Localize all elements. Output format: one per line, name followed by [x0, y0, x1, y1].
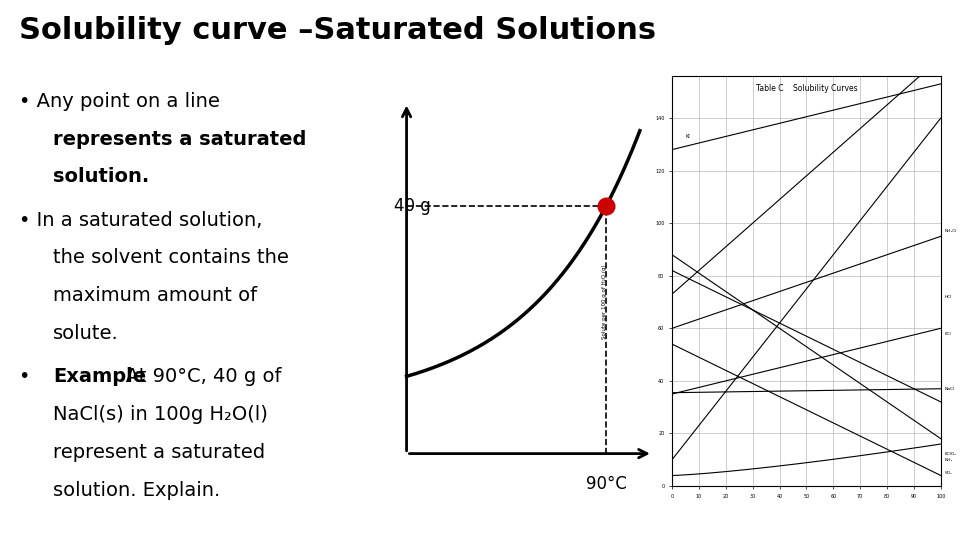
Text: the solvent contains the: the solvent contains the — [53, 248, 289, 267]
Text: solution. Explain.: solution. Explain. — [53, 481, 220, 500]
Text: solute.: solute. — [53, 324, 118, 343]
Text: represent a saturated: represent a saturated — [53, 443, 265, 462]
Text: •: • — [19, 367, 36, 386]
Text: KCl: KCl — [945, 332, 951, 335]
Text: Solubility curve –Saturated Solutions: Solubility curve –Saturated Solutions — [19, 16, 657, 45]
Text: 40 g: 40 g — [394, 197, 430, 215]
Text: Example: Example — [53, 367, 146, 386]
Text: NH₃: NH₃ — [945, 458, 953, 462]
Text: KClO₃: KClO₃ — [945, 453, 957, 456]
Text: NH₄Cl: NH₄Cl — [945, 229, 957, 233]
Text: 90°C: 90°C — [586, 475, 627, 492]
Text: Solute per 100 g of H₂O (g): Solute per 100 g of H₂O (g) — [602, 265, 608, 339]
Text: maximum amount of: maximum amount of — [53, 286, 257, 305]
Text: KI: KI — [685, 134, 690, 139]
Text: NaCl: NaCl — [945, 387, 955, 391]
Text: • In a saturated solution,: • In a saturated solution, — [19, 211, 263, 229]
Text: represents a saturated: represents a saturated — [53, 130, 306, 148]
Text: NaCl(s) in 100g H₂O(l): NaCl(s) in 100g H₂O(l) — [53, 405, 268, 424]
Text: solution.: solution. — [53, 167, 149, 186]
Text: SO₂: SO₂ — [945, 471, 952, 475]
Text: • Any point on a line: • Any point on a line — [19, 92, 220, 111]
Text: : At 90°C, 40 g of: : At 90°C, 40 g of — [113, 367, 282, 386]
Text: HCl: HCl — [945, 295, 952, 299]
Text: Table C    Solubility Curves: Table C Solubility Curves — [756, 84, 857, 93]
